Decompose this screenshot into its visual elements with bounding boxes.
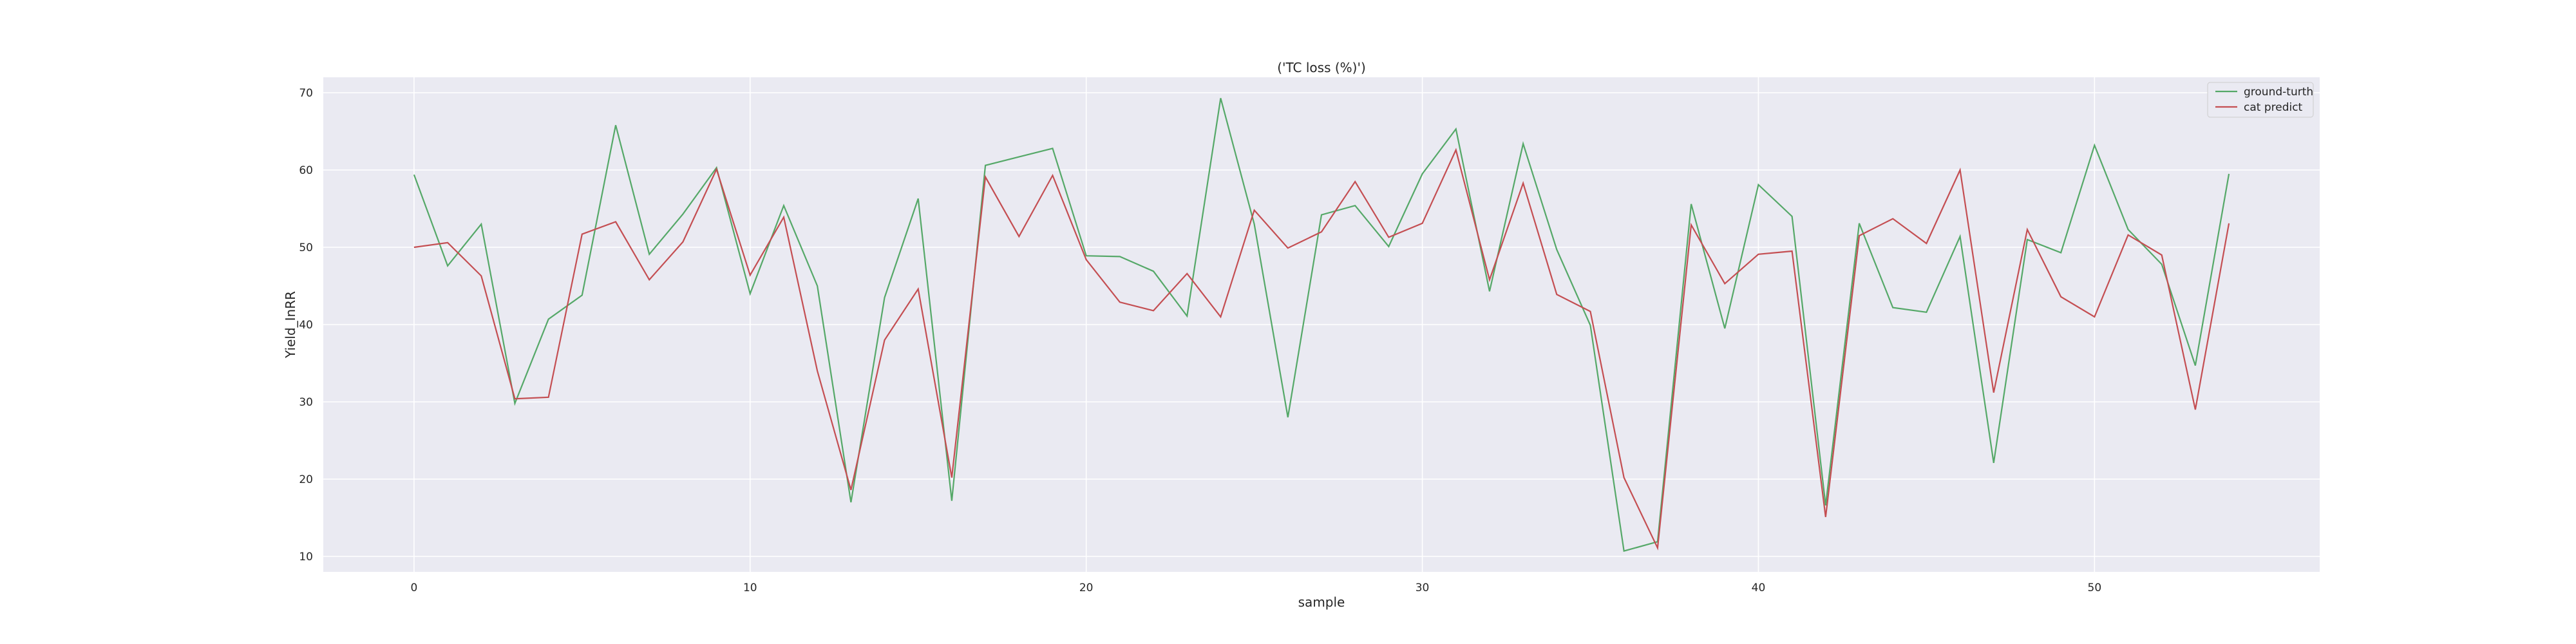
y-tick-label: 70 — [299, 87, 313, 100]
x-tick-label: 20 — [1079, 582, 1094, 594]
y-axis-label: Yield_InRR — [283, 291, 298, 359]
legend-label-cat-predict: cat predict — [2244, 101, 2303, 114]
x-axis-label: sample — [1298, 594, 1345, 610]
x-tick-label: 10 — [743, 582, 757, 594]
y-tick-label: 60 — [299, 164, 313, 177]
chart-title: ('TC loss (%)') — [1277, 60, 1366, 75]
legend-label-ground-turth: ground-turth — [2244, 86, 2313, 99]
x-tick-labels: 0 10 20 30 40 50 — [410, 582, 2101, 594]
x-tick-label: 40 — [1752, 582, 1766, 594]
series-group — [413, 98, 2230, 552]
y-tick-label: 30 — [299, 396, 313, 409]
x-tick-label: 0 — [410, 582, 417, 594]
y-tick-label: 40 — [299, 319, 313, 332]
legend: ground-turth cat predict — [2207, 82, 2314, 118]
series-line-cat-predict — [413, 147, 2230, 551]
x-tick-label: 50 — [2088, 582, 2102, 594]
y-tick-label: 20 — [299, 473, 313, 486]
y-tick-labels: 10 20 30 40 50 60 70 — [299, 87, 313, 564]
grid — [323, 77, 2320, 572]
x-tick-label: 30 — [1416, 582, 1430, 594]
y-tick-label: 10 — [299, 551, 313, 564]
y-tick-label: 50 — [299, 242, 313, 254]
